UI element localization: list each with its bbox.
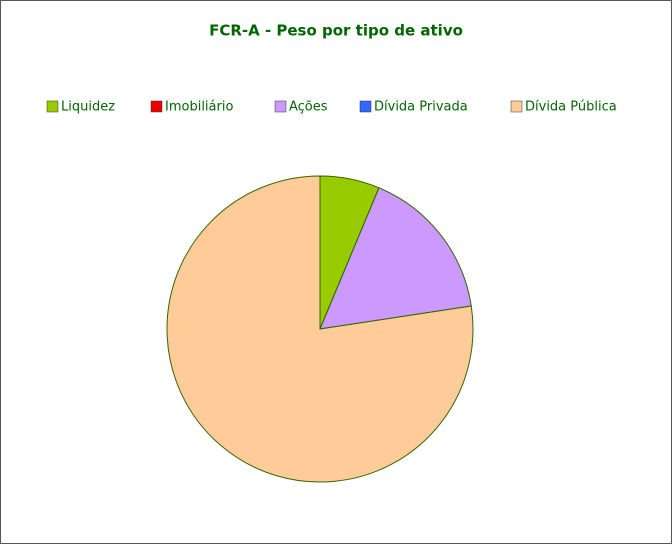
legend-swatch [274, 100, 287, 113]
legend-label: Ações [289, 100, 328, 115]
legend-label: Dívida Privada [374, 100, 468, 115]
pie-slice [319, 187, 472, 330]
chart-title: FCR-A - Peso por tipo de ativo [209, 22, 463, 40]
legend-swatch [46, 100, 59, 113]
legend-label: Imobiliário [165, 100, 233, 115]
legend-swatch [510, 100, 523, 113]
pie-slice [166, 175, 474, 483]
legend-swatch [359, 100, 372, 113]
legend-label: Liquidez [61, 100, 115, 115]
legend-label: Dívida Pública [525, 100, 617, 115]
legend-swatch [150, 100, 163, 113]
